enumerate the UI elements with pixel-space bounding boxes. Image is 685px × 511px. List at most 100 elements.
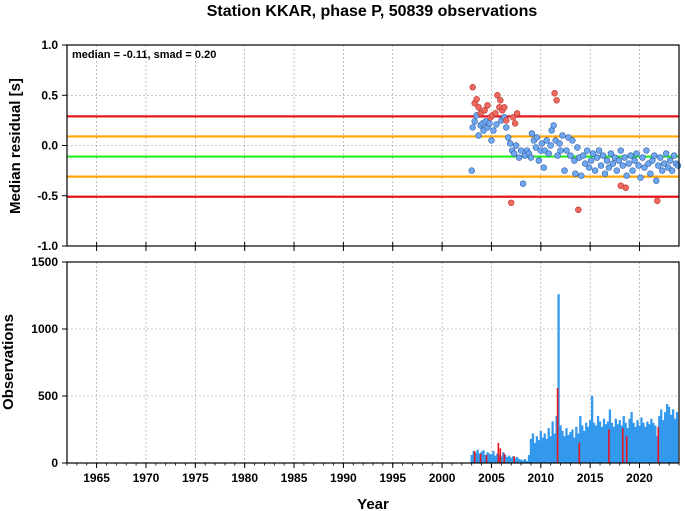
residual-point bbox=[519, 180, 527, 187]
residual-point bbox=[660, 160, 668, 167]
observations-y-label: Observations bbox=[0, 314, 17, 410]
residual-point bbox=[475, 132, 482, 139]
observation-bar bbox=[667, 406, 671, 463]
observation-bar bbox=[575, 426, 578, 463]
observation-bar bbox=[654, 425, 657, 463]
residual-point bbox=[545, 150, 552, 157]
y-tick-label: 0.5 bbox=[41, 88, 58, 102]
outlier-bar bbox=[503, 453, 506, 463]
x-tick-label: 1980 bbox=[231, 471, 258, 485]
x-tick-label: 1995 bbox=[379, 471, 406, 485]
observation-bar bbox=[648, 424, 651, 463]
outlier-bar bbox=[513, 456, 515, 463]
y-tick-label: 1.0 bbox=[41, 38, 58, 52]
observation-bar bbox=[515, 456, 519, 463]
residual-x-ticks bbox=[96, 242, 641, 251]
observation-bar bbox=[492, 450, 495, 463]
residual-point bbox=[609, 160, 617, 167]
observation-bar bbox=[640, 417, 643, 463]
x-tick-label: 1985 bbox=[281, 471, 308, 485]
observation-bar bbox=[622, 416, 625, 463]
observation-bar bbox=[559, 425, 562, 463]
y-tick-label: 1500 bbox=[31, 255, 58, 269]
residual-point bbox=[587, 157, 595, 164]
y-tick-label: 0.0 bbox=[41, 139, 58, 153]
residual-point bbox=[567, 152, 574, 159]
observation-bar bbox=[598, 421, 602, 463]
residual-point bbox=[580, 152, 587, 159]
residual-point bbox=[631, 157, 638, 164]
residual-point bbox=[666, 157, 674, 164]
residual-point bbox=[615, 157, 622, 164]
residual-point bbox=[533, 134, 541, 141]
residual-point bbox=[619, 162, 626, 169]
observation-bar bbox=[644, 426, 647, 463]
residual-point bbox=[647, 170, 654, 177]
observation-bar bbox=[620, 425, 623, 463]
observation-bar bbox=[626, 428, 629, 463]
residual-point bbox=[595, 147, 603, 154]
y-tick-label: -0.5 bbox=[37, 189, 58, 203]
residual-point bbox=[543, 137, 550, 144]
x-tick-label: 1975 bbox=[182, 471, 209, 485]
outlier-bar bbox=[578, 442, 581, 463]
observation-bar bbox=[658, 416, 661, 463]
residual-point bbox=[503, 124, 510, 131]
observation-bar bbox=[472, 450, 475, 463]
observations-grid bbox=[67, 261, 679, 464]
residual-point bbox=[593, 154, 601, 161]
residual-point bbox=[582, 160, 589, 167]
outlier-bar bbox=[499, 448, 502, 463]
residual-point bbox=[607, 150, 615, 157]
y-tick-label: -1.0 bbox=[37, 239, 58, 253]
residual-point bbox=[505, 134, 512, 141]
outlier-point bbox=[513, 110, 521, 117]
median-smad-annotation: median = -0.11, smad = 0.20 bbox=[72, 49, 216, 61]
residual-point bbox=[556, 140, 563, 147]
residual-point bbox=[468, 167, 475, 174]
residual-grid bbox=[67, 44, 679, 247]
residual-point bbox=[597, 162, 605, 169]
outlier-bar bbox=[657, 426, 660, 463]
observation-bar bbox=[594, 425, 598, 463]
observation-bar bbox=[545, 438, 548, 463]
observation-bar bbox=[512, 456, 515, 463]
observation-bar bbox=[498, 454, 501, 463]
observation-bar bbox=[470, 454, 473, 463]
outlier-bar bbox=[621, 428, 624, 463]
observation-bar bbox=[604, 424, 608, 463]
observation-bar bbox=[480, 451, 483, 463]
y-tick-label: 1000 bbox=[31, 322, 58, 336]
y-tick-label: 500 bbox=[38, 389, 58, 403]
observation-bar bbox=[484, 454, 487, 463]
observation-bar bbox=[666, 404, 669, 463]
residual-point bbox=[670, 152, 678, 159]
observation-bar bbox=[634, 426, 637, 463]
residual-point bbox=[559, 132, 566, 139]
outlier-point bbox=[481, 107, 488, 114]
observation-bar bbox=[539, 430, 542, 463]
observation-bar bbox=[600, 426, 604, 463]
observation-bar bbox=[555, 416, 558, 463]
residual-point bbox=[655, 162, 662, 169]
observation-bar bbox=[646, 421, 649, 463]
observations-panel: 0 500 1000 1500 1965 1970 1975 1980 1985 1990 199… bbox=[0, 255, 680, 511]
residual-point bbox=[507, 140, 514, 147]
outlier-bar bbox=[625, 436, 628, 463]
residual-point bbox=[572, 170, 579, 177]
observation-bar bbox=[652, 422, 655, 463]
outlier-bar bbox=[473, 450, 476, 463]
residual-point bbox=[613, 167, 621, 174]
observation-bar bbox=[533, 442, 537, 463]
observation-bar bbox=[642, 422, 645, 463]
x-tick-label: 2005 bbox=[478, 471, 505, 485]
observation-bar bbox=[567, 434, 570, 463]
outlier-point bbox=[509, 114, 517, 121]
observation-bar bbox=[488, 453, 491, 463]
outlier-point bbox=[622, 184, 629, 191]
outlier-bar bbox=[556, 387, 559, 463]
observation-bar bbox=[606, 421, 610, 463]
residual-point bbox=[639, 154, 646, 161]
observation-bar bbox=[664, 412, 667, 463]
residual-point bbox=[561, 167, 568, 174]
